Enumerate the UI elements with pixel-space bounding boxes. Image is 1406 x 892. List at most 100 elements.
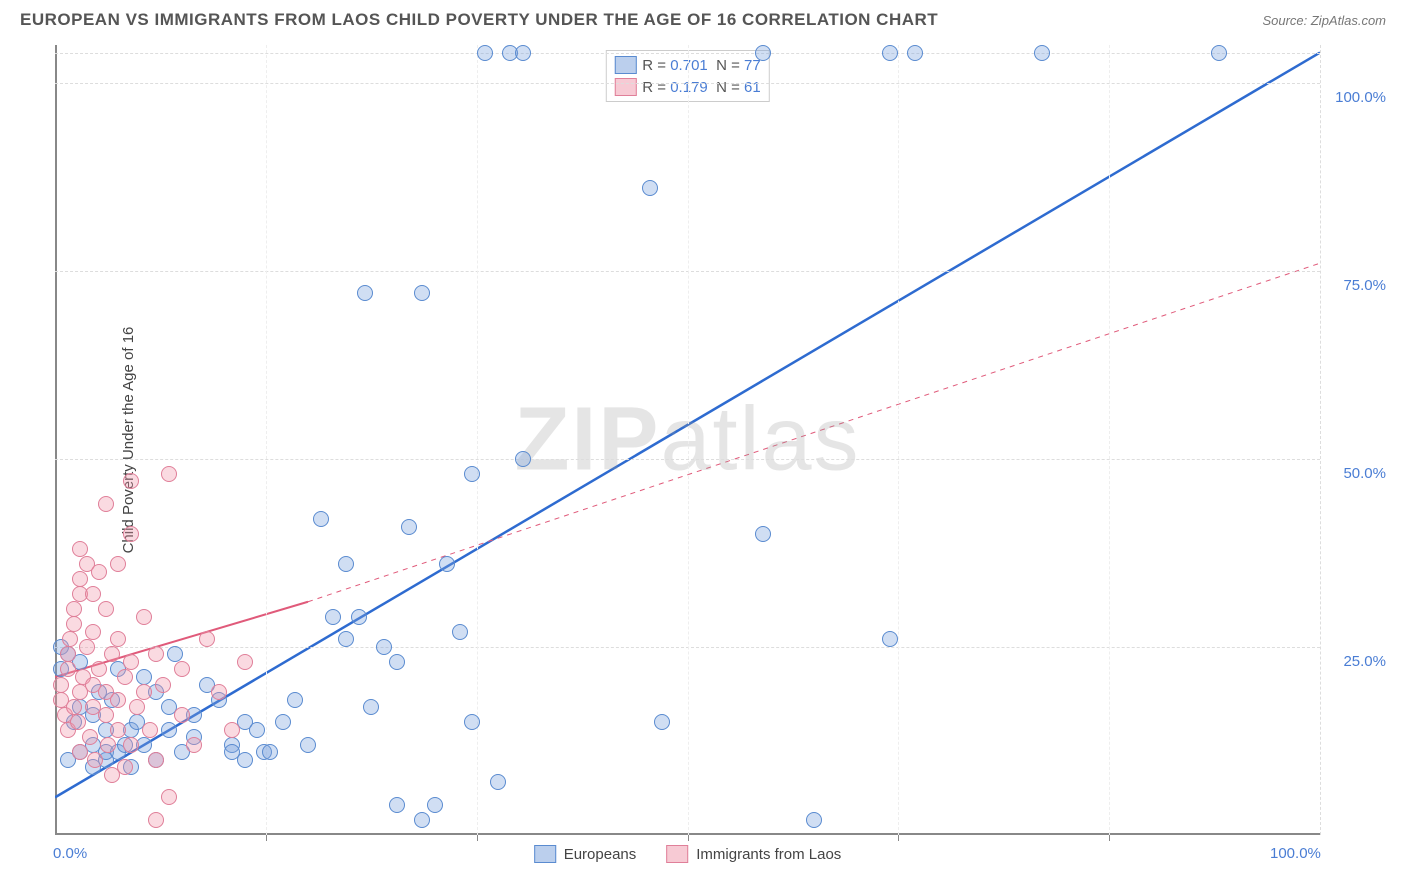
scatter-point — [148, 812, 164, 828]
scatter-point — [66, 616, 82, 632]
scatter-point — [806, 812, 822, 828]
scatter-point — [123, 654, 139, 670]
scatter-point — [110, 692, 126, 708]
scatter-point — [275, 714, 291, 730]
scatter-point — [363, 699, 379, 715]
scatter-point — [98, 601, 114, 617]
legend-swatch — [614, 78, 636, 96]
scatter-point — [161, 789, 177, 805]
scatter-point — [66, 601, 82, 617]
legend-item: Europeans — [534, 845, 637, 863]
scatter-point — [110, 631, 126, 647]
x-tick — [266, 835, 267, 841]
scatter-point — [100, 737, 116, 753]
legend-swatch — [614, 56, 636, 74]
scatter-point — [907, 45, 923, 61]
scatter-point — [654, 714, 670, 730]
scatter-point — [300, 737, 316, 753]
scatter-point — [1211, 45, 1227, 61]
scatter-point — [376, 639, 392, 655]
scatter-point — [882, 631, 898, 647]
scatter-point — [642, 180, 658, 196]
scatter-point — [490, 774, 506, 790]
scatter-point — [477, 45, 493, 61]
scatter-point — [123, 473, 139, 489]
legend-text: R = 0.179 N = 61 — [642, 79, 760, 96]
scatter-point — [70, 714, 86, 730]
legend-item: Immigrants from Laos — [666, 845, 841, 863]
scatter-point — [167, 646, 183, 662]
legend-label: Europeans — [564, 846, 637, 863]
y-tick-label: 50.0% — [1326, 465, 1386, 482]
scatter-point — [1034, 45, 1050, 61]
gridline-v — [898, 45, 899, 835]
scatter-point — [104, 646, 120, 662]
scatter-point — [66, 699, 82, 715]
scatter-point — [148, 752, 164, 768]
scatter-point — [98, 707, 114, 723]
scatter-point — [91, 661, 107, 677]
scatter-point — [136, 684, 152, 700]
scatter-point — [82, 729, 98, 745]
scatter-point — [174, 707, 190, 723]
source-label: Source: ZipAtlas.com — [1262, 13, 1386, 28]
scatter-point — [452, 624, 468, 640]
scatter-point — [87, 752, 103, 768]
legend-swatch — [666, 845, 688, 863]
scatter-point — [110, 722, 126, 738]
scatter-point — [357, 285, 373, 301]
scatter-point — [515, 45, 531, 61]
scatter-point — [136, 609, 152, 625]
y-tick-label: 100.0% — [1326, 89, 1386, 106]
x-tick-label: 100.0% — [1270, 845, 1321, 862]
y-tick-label: 25.0% — [1326, 653, 1386, 670]
scatter-point — [351, 609, 367, 625]
gridline-v — [1109, 45, 1110, 835]
scatter-point — [389, 654, 405, 670]
scatter-point — [161, 466, 177, 482]
plot-area: ZIPatlas R = 0.701 N = 77R = 0.179 N = 6… — [55, 45, 1320, 835]
scatter-point — [98, 496, 114, 512]
gridline-v — [1320, 45, 1321, 835]
x-tick — [477, 835, 478, 841]
scatter-point — [287, 692, 303, 708]
scatter-point — [117, 759, 133, 775]
scatter-point — [161, 722, 177, 738]
scatter-point — [427, 797, 443, 813]
scatter-point — [174, 661, 190, 677]
scatter-point — [72, 571, 88, 587]
scatter-point — [85, 624, 101, 640]
scatter-point — [85, 586, 101, 602]
x-tick — [1109, 835, 1110, 841]
scatter-point — [515, 451, 531, 467]
chart-container: Child Poverty Under the Age of 16 ZIPatl… — [55, 45, 1390, 835]
scatter-point — [186, 737, 202, 753]
scatter-point — [62, 631, 78, 647]
scatter-point — [262, 744, 278, 760]
legend-text: R = 0.701 N = 77 — [642, 57, 760, 74]
x-tick — [898, 835, 899, 841]
legend-series: Europeans Immigrants from Laos — [534, 845, 842, 863]
y-tick-label: 75.0% — [1326, 277, 1386, 294]
scatter-point — [414, 285, 430, 301]
scatter-point — [123, 737, 139, 753]
scatter-point — [148, 646, 164, 662]
scatter-point — [155, 677, 171, 693]
scatter-point — [414, 812, 430, 828]
scatter-point — [142, 722, 158, 738]
scatter-point — [79, 639, 95, 655]
scatter-point — [129, 699, 145, 715]
x-tick — [688, 835, 689, 841]
scatter-point — [313, 511, 329, 527]
gridline-v — [688, 45, 689, 835]
legend-swatch — [534, 845, 556, 863]
scatter-point — [110, 556, 126, 572]
scatter-point — [60, 661, 76, 677]
scatter-point — [53, 677, 69, 693]
scatter-point — [237, 654, 253, 670]
scatter-point — [72, 744, 88, 760]
gridline-v — [266, 45, 267, 835]
scatter-point — [464, 466, 480, 482]
scatter-point — [389, 797, 405, 813]
x-tick-label: 0.0% — [53, 845, 87, 862]
